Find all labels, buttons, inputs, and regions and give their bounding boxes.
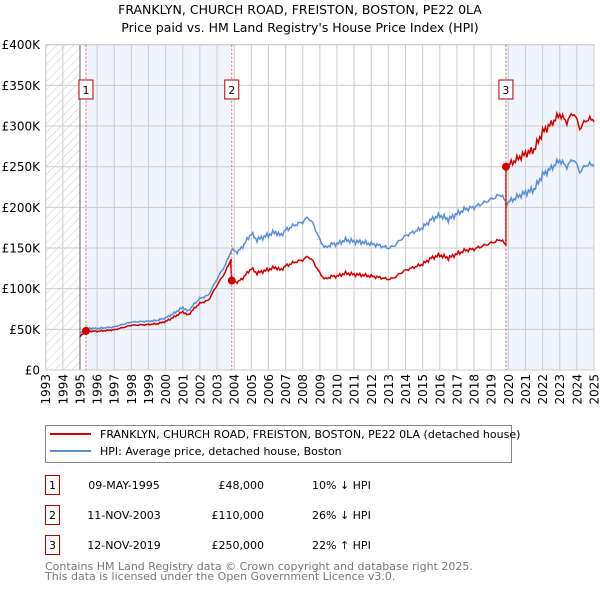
y-tick-label: £400K (2, 38, 42, 52)
sale-row-hpi-diff: 26% ↓ HPI (312, 509, 371, 522)
legend-label-price: FRANKLYN, CHURCH ROAD, FREISTON, BOSTON,… (100, 428, 520, 441)
y-tick-label: £300K (2, 120, 42, 134)
x-tick-label: 2015 (416, 374, 430, 405)
sale-row-number: 2 (49, 509, 56, 522)
y-tick-label: £350K (2, 79, 42, 93)
x-tick-label: 2021 (519, 374, 533, 405)
sale-row-price: £48,000 (219, 479, 265, 492)
sale-row-hpi-diff: 10% ↓ HPI (312, 479, 371, 492)
x-tick-label: 2009 (313, 374, 327, 405)
x-tick-label: 1994 (56, 374, 70, 405)
y-tick-label: £100K (2, 282, 42, 296)
x-tick-label: 2012 (365, 374, 379, 405)
x-tick-label: 1997 (108, 374, 122, 405)
chart-title: FRANKLYN, CHURCH ROAD, FREISTON, BOSTON,… (118, 2, 482, 17)
x-tick-label: 2017 (450, 374, 464, 405)
x-tick-label: 2023 (553, 374, 567, 405)
x-tick-label: 2024 (570, 374, 584, 405)
x-tick-label: 2016 (433, 374, 447, 405)
sale-label-number: 3 (502, 84, 509, 97)
sale-row-date: 11-NOV-2003 (87, 509, 161, 522)
x-tick-label: 2022 (536, 374, 550, 405)
y-tick-label: £0 (25, 364, 40, 378)
x-tick-label: 1995 (73, 374, 87, 405)
y-tick-label: £50K (9, 323, 41, 337)
sale-point (227, 276, 236, 285)
sale-row-hpi-diff: 22% ↑ HPI (312, 539, 371, 552)
x-tick-label: 2002 (193, 374, 207, 405)
sale-row-price: £250,000 (212, 539, 265, 552)
sale-label-number: 1 (82, 84, 89, 97)
sale-row-number-box (45, 505, 60, 525)
sale-row-date: 09-MAY-1995 (88, 479, 160, 492)
x-tick-label: 2019 (485, 374, 499, 405)
x-tick-label: 2025 (588, 374, 600, 405)
x-tick-label: 1996 (91, 374, 105, 405)
sale-label-box (498, 79, 514, 100)
sale-label-number: 2 (228, 84, 235, 97)
x-tick-label: 2010 (330, 374, 344, 405)
y-tick-label: £200K (2, 201, 42, 215)
x-tick-label: 1993 (39, 374, 53, 405)
x-tick-label: 2008 (296, 374, 310, 405)
x-tick-label: 2006 (262, 374, 276, 405)
x-tick-label: 2004 (228, 374, 242, 405)
x-tick-label: 2000 (159, 374, 173, 405)
chart-subtitle: Price paid vs. HM Land Registry's House … (121, 20, 478, 35)
sale-point (81, 326, 90, 335)
sale-row-date: 12-NOV-2019 (87, 539, 161, 552)
footer-licence: This data is licensed under the Open Gov… (44, 570, 395, 583)
y-tick-label: £250K (2, 160, 42, 174)
hpi-series-line (79, 157, 595, 335)
x-tick-label: 2013 (382, 374, 396, 405)
sale-row-price: £110,000 (212, 509, 265, 522)
x-tick-label: 2005 (245, 374, 259, 405)
x-tick-label: 1998 (125, 374, 139, 405)
y-tick-label: £150K (2, 242, 42, 256)
x-tick-label: 2001 (176, 374, 190, 405)
x-tick-label: 2020 (502, 374, 516, 405)
sale-row-number-box (45, 535, 60, 555)
legend-label-hpi: HPI: Average price, detached house, Bost… (100, 445, 342, 458)
sale-label-box (78, 79, 94, 100)
sale-point (501, 162, 510, 171)
x-tick-label: 2014 (399, 374, 413, 405)
sale-row-number: 3 (49, 539, 56, 552)
plot-border (45, 44, 595, 371)
x-tick-label: 2011 (348, 374, 362, 405)
x-tick-label: 1999 (142, 374, 156, 405)
sale-row-number-box (45, 475, 60, 495)
x-tick-label: 2018 (468, 374, 482, 405)
footer-copyright: Contains HM Land Registry data © Crown c… (45, 560, 473, 573)
x-tick-label: 2003 (211, 374, 225, 405)
sale-row-number: 1 (49, 479, 56, 492)
sale-label-box (224, 79, 240, 100)
legend-box (45, 425, 512, 463)
x-tick-label: 2007 (279, 374, 293, 405)
